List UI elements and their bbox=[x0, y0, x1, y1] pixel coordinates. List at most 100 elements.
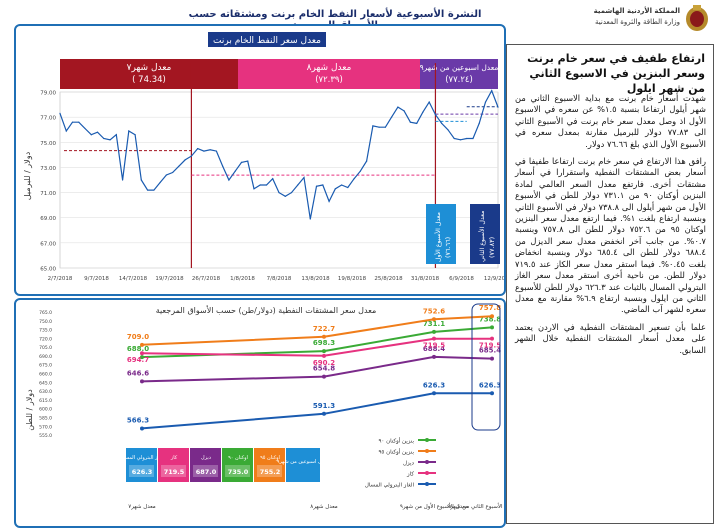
data-label: 738.8 bbox=[479, 315, 501, 323]
brent-price-point bbox=[328, 200, 330, 202]
data-label: 690.2 bbox=[313, 359, 335, 367]
x-category-label: معدل الأسبوع الثاني من شهر٩ bbox=[447, 502, 504, 510]
brent-price-point bbox=[366, 160, 368, 162]
x-tick-label: 7/8/2018 bbox=[267, 276, 292, 282]
legend-label: الغاز البترولي المسال bbox=[365, 483, 415, 489]
brent-price-point bbox=[265, 184, 268, 186]
brent-price-point bbox=[147, 189, 149, 191]
latest-week-highlight bbox=[471, 303, 501, 431]
x-tick-label: 26/7/2018 bbox=[192, 276, 221, 282]
brent-price-point bbox=[178, 165, 180, 167]
period-value-sept: (٧٧.٢٤) bbox=[445, 75, 473, 85]
brent-price-point bbox=[466, 137, 468, 140]
table-cell-value: 755.2 bbox=[260, 468, 281, 476]
week2-value: (٧٧.٨٣) bbox=[488, 237, 496, 258]
y-tick-label: 73.00 bbox=[40, 166, 56, 172]
x-category-label: معدل شهر٨ bbox=[310, 504, 337, 510]
brent-price-point bbox=[409, 121, 411, 123]
brent-price-point bbox=[284, 195, 286, 197]
y-tick-label: 735.0 bbox=[39, 328, 52, 334]
brent-price-point bbox=[71, 121, 74, 123]
data-label: 719.5 bbox=[479, 342, 501, 350]
x-tick-label: 25/8/2018 bbox=[374, 276, 403, 282]
brent-price-point bbox=[140, 179, 142, 181]
week1-value: (٧٦.٦٦) bbox=[444, 237, 452, 258]
brent-price-point bbox=[303, 176, 305, 179]
legend-marker bbox=[425, 471, 429, 475]
y-tick-label: 585.0 bbox=[39, 415, 52, 421]
series-point bbox=[322, 374, 326, 379]
data-label: 566.3 bbox=[127, 416, 149, 424]
brent-price-point bbox=[128, 130, 130, 132]
brent-price-point bbox=[491, 90, 493, 92]
y-tick-label: 69.00 bbox=[40, 216, 56, 222]
series-line bbox=[141, 337, 492, 357]
brent-price-point bbox=[384, 126, 386, 128]
brent-price-point bbox=[190, 155, 192, 157]
period-banner-july bbox=[60, 59, 238, 89]
table-cell-label: كاز bbox=[170, 455, 178, 461]
brent-price-point bbox=[441, 122, 443, 125]
brent-price-point bbox=[78, 121, 80, 123]
table-caption: معدل اسبوعين من شهر٩ bbox=[277, 459, 330, 465]
series-point bbox=[432, 354, 436, 359]
x-tick-label: 12/9/2018 bbox=[484, 276, 504, 282]
products-chart-panel: معدل سعر المشتقات النفطية (دولار/طن) حسب… bbox=[14, 298, 506, 528]
period-banner-sept bbox=[420, 59, 498, 89]
article-headline: ارتفاع طفيف في سعر خام برنت وسعر البنزين… bbox=[527, 52, 705, 95]
brent-price-point bbox=[422, 111, 424, 113]
y-tick-label: 630.0 bbox=[39, 389, 52, 395]
table-cell-value: 735.0 bbox=[228, 468, 249, 476]
legend-label: كاز bbox=[406, 471, 414, 478]
y-tick-label: 600.0 bbox=[39, 407, 52, 413]
week2-label: معدل الأسبوع الثاني bbox=[478, 211, 486, 262]
table-value-bg bbox=[193, 465, 218, 477]
data-label: 709.0 bbox=[127, 333, 149, 341]
series-line bbox=[141, 355, 493, 383]
article-panel: ارتفاع طفيف في سعر خام برنت وسعر البنزين… bbox=[506, 44, 714, 524]
brent-price-point bbox=[134, 134, 136, 136]
brent-price-point bbox=[290, 191, 293, 194]
brent-price-point bbox=[165, 174, 167, 176]
y-tick-label: 705.0 bbox=[39, 345, 52, 351]
x-tick-label: 6/9/2018 bbox=[449, 276, 474, 282]
products-summary-table: الغاز البترولي المسال 626.3 كاز 719.5 ديزل 68… bbox=[120, 448, 330, 482]
series-line bbox=[141, 315, 493, 346]
brent-price-point bbox=[403, 110, 405, 112]
y-tick-label: 615.0 bbox=[39, 398, 52, 404]
x-tick-label: 13/8/2018 bbox=[301, 276, 330, 282]
period-label-july: معدل شهر٧ bbox=[127, 63, 172, 73]
brent-price-point bbox=[103, 137, 105, 140]
brent-price-point bbox=[397, 106, 399, 108]
x-tick-label: 9/7/2018 bbox=[84, 276, 109, 282]
data-label: 688.0 bbox=[127, 345, 149, 353]
brent-price-point bbox=[159, 181, 161, 184]
table-cell bbox=[190, 448, 221, 482]
table-caption-cell bbox=[286, 448, 320, 482]
brent-price-point bbox=[459, 139, 462, 141]
brent-price-point bbox=[315, 185, 318, 187]
brent-price-point bbox=[96, 131, 99, 133]
table-value-bg bbox=[129, 465, 154, 477]
article-paragraph: رافق هذا الارتفاع في سعر خام برنت ارتفاع… bbox=[515, 156, 707, 315]
brent-price-point bbox=[497, 106, 499, 108]
brent-price-point bbox=[228, 179, 230, 181]
article-body: شهدت أسعار خام برنت مع بداية الاسبوع الث… bbox=[515, 93, 706, 362]
data-label: 626.3 bbox=[479, 381, 501, 389]
brent-price-point bbox=[378, 126, 380, 128]
data-label: 626.3 bbox=[423, 381, 445, 389]
brent-price-point bbox=[359, 170, 361, 172]
table-cell-label: اوكتان ٩٠ bbox=[228, 455, 248, 461]
week1-box bbox=[426, 204, 456, 264]
brent-price-point bbox=[372, 125, 374, 127]
y-tick-label: 67.00 bbox=[40, 241, 56, 247]
series-point bbox=[322, 353, 326, 358]
legend-marker bbox=[425, 482, 429, 486]
data-label: 591.3 bbox=[313, 402, 335, 410]
data-label: 719.5 bbox=[423, 342, 445, 350]
legend-label: بنزين أوكتان ٩٥ bbox=[378, 448, 414, 456]
brent-price-point bbox=[247, 160, 249, 162]
article-paragraph: علما بأن تسعير المشتقات النفطية في الارد… bbox=[515, 321, 706, 355]
y-tick-label: 71.00 bbox=[40, 191, 56, 197]
article-paragraph: شهدت أسعار خام برنت مع بداية الاسبوع الث… bbox=[515, 93, 706, 149]
